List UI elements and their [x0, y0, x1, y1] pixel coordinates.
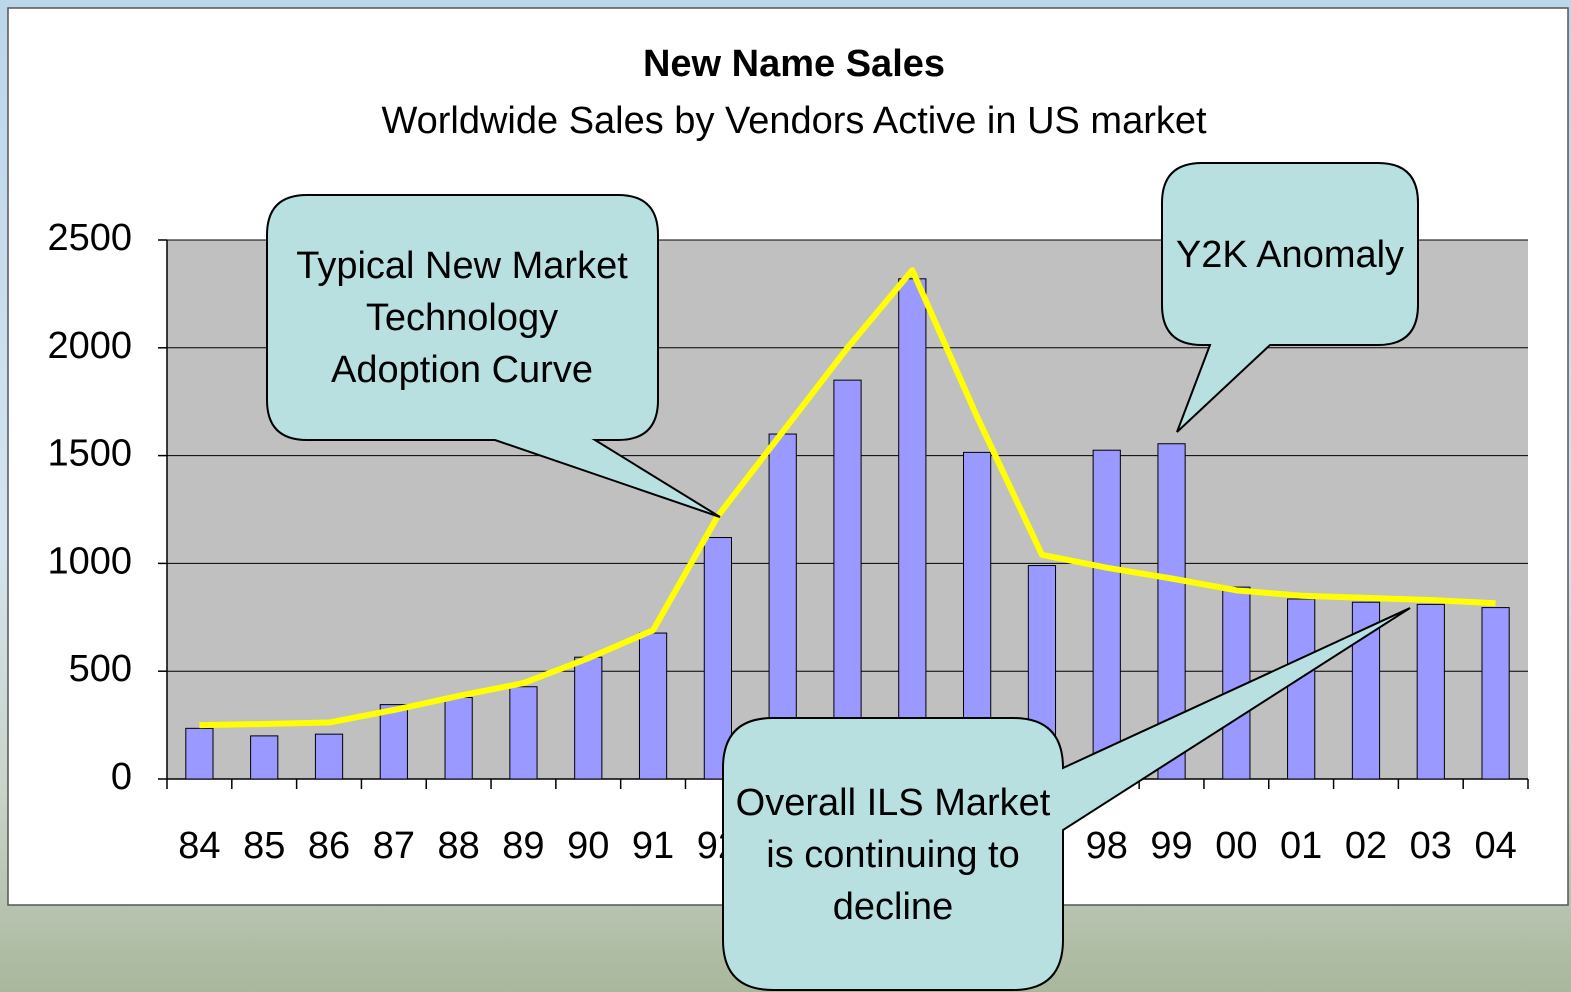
annotation: Overall ILS Market is continuing to decl…: [733, 730, 1053, 980]
page: {"chart_data": {"type": "bar", "title": …: [0, 0, 1571, 992]
annotation: Typical New Market Technology Adoption C…: [287, 200, 637, 435]
annotation: Y2K Anomaly: [1172, 170, 1408, 340]
